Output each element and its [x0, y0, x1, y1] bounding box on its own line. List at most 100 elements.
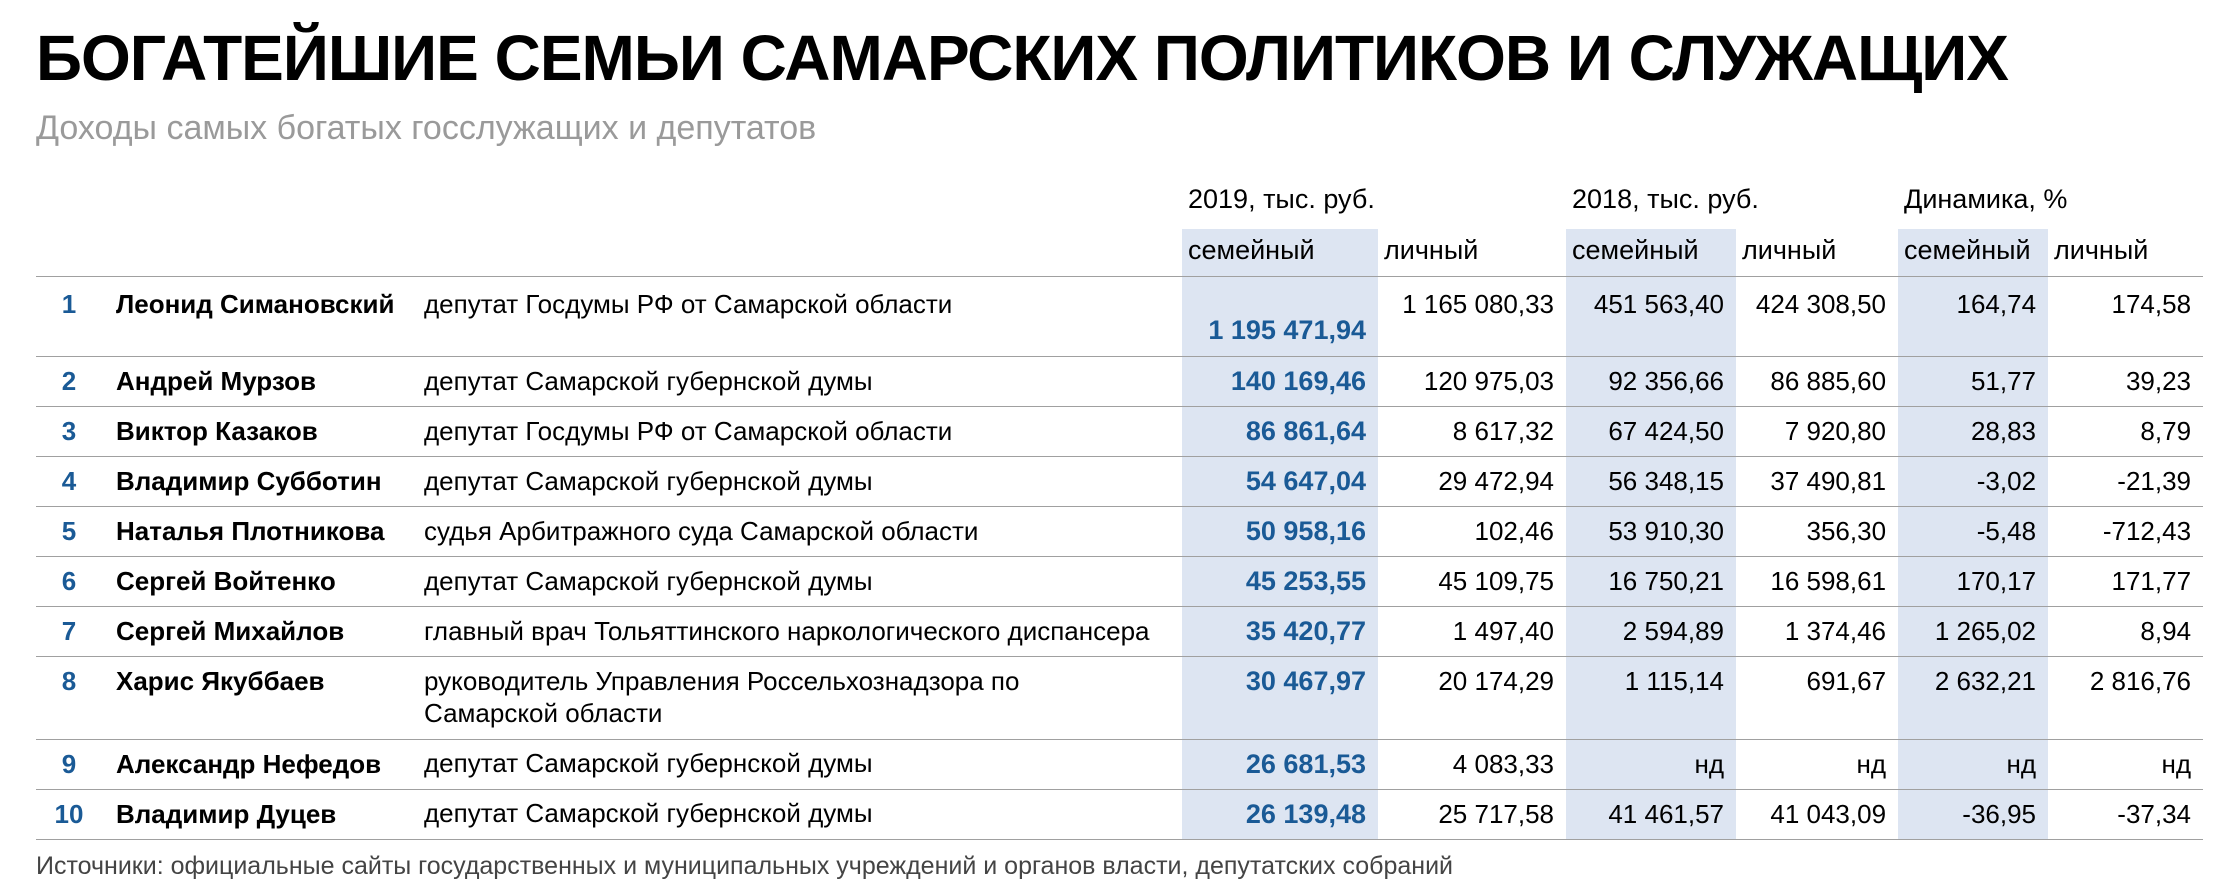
column-group-2019: 2019, тыс. руб.	[1188, 184, 1375, 215]
position-cell: депутат Госдумы РФ от Самарской области	[420, 276, 1182, 358]
personal-dynamics-cell: 174,58	[2048, 276, 2204, 358]
personal-2019-cell: 45 109,75	[1378, 556, 1567, 608]
family-dynamics-cell: 170,17	[1898, 556, 2049, 608]
family-2018-cell: 16 750,21	[1566, 556, 1737, 608]
column-group-row: 2019, тыс. руб. 2018, тыс. руб. Динамика…	[36, 168, 2203, 229]
personal-dynamics-cell: -21,39	[2048, 456, 2204, 508]
family-2019-cell: 50 958,16	[1182, 506, 1378, 558]
table-row: 7 Сергей Михайлов главный врач Тольяттин…	[36, 606, 2204, 658]
rank-cell: 5	[36, 506, 102, 558]
name-cell: Сергей Михайлов	[102, 606, 420, 658]
family-2018-cell: 451 563,40	[1566, 276, 1737, 358]
personal-dynamics-cell: 8,79	[2048, 406, 2204, 458]
table-row: 10 Владимир Дуцев депутат Самарской губе…	[36, 789, 2204, 840]
position-cell: депутат Самарской губернской думы	[420, 556, 1182, 608]
family-dynamics-cell: 164,74	[1898, 276, 2049, 358]
name-cell: Владимир Дуцев	[102, 789, 420, 840]
column-group-2018: 2018, тыс. руб.	[1572, 184, 1759, 215]
personal-2018-cell: 41 043,09	[1736, 789, 1899, 840]
family-2019-cell: 26 681,53	[1182, 739, 1378, 790]
personal-2019-cell: 8 617,32	[1378, 406, 1567, 458]
family-dynamics-cell: 28,83	[1898, 406, 2049, 458]
name-cell: Андрей Мурзов	[102, 356, 420, 408]
subheader-family-dynamics: семейный	[1898, 229, 2049, 278]
family-2018-cell: 53 910,30	[1566, 506, 1737, 558]
name-cell: Виктор Казаков	[102, 406, 420, 458]
position-cell: депутат Самарской губернской думы	[420, 789, 1182, 840]
name-cell: Сергей Войтенко	[102, 556, 420, 608]
family-dynamics-cell: 2 632,21	[1898, 656, 2049, 740]
personal-dynamics-cell: 171,77	[2048, 556, 2204, 608]
table-row: 1 Леонид Симановский депутат Госдумы РФ …	[36, 276, 2204, 358]
rank-cell: 6	[36, 556, 102, 608]
rank-cell: 1	[36, 276, 102, 358]
personal-2018-cell: нд	[1736, 739, 1899, 790]
column-subheader-row: семейный личный семейный личный семейный…	[36, 229, 2204, 278]
family-2018-cell: 67 424,50	[1566, 406, 1737, 458]
table-row: 4 Владимир Субботин депутат Самарской гу…	[36, 456, 2204, 508]
column-group-dynamics: Динамика, %	[1904, 184, 2068, 215]
subheader-row-spacer	[36, 229, 1182, 278]
personal-2019-cell: 20 174,29	[1378, 656, 1567, 740]
table-row: 5 Наталья Плотникова судья Арбитражного …	[36, 506, 2204, 558]
position-cell: судья Арбитражного суда Самарской област…	[420, 506, 1182, 558]
personal-dynamics-cell: 39,23	[2048, 356, 2204, 408]
personal-2019-cell: 29 472,94	[1378, 456, 1567, 508]
personal-2018-cell: 1 374,46	[1736, 606, 1899, 658]
family-2018-cell: нд	[1566, 739, 1737, 790]
personal-dynamics-cell: -37,34	[2048, 789, 2204, 840]
family-2019-cell: 140 169,46	[1182, 356, 1378, 408]
subheader-personal-2019: личный	[1378, 229, 1567, 278]
rank-cell: 4	[36, 456, 102, 508]
subheader-family-2018: семейный	[1566, 229, 1737, 278]
family-2019-cell: 1 195 471,94	[1182, 276, 1378, 358]
table-row: 6 Сергей Войтенко депутат Самарской губе…	[36, 556, 2204, 608]
personal-2018-cell: 424 308,50	[1736, 276, 1899, 358]
table-row: 2 Андрей Мурзов депутат Самарской губерн…	[36, 356, 2204, 408]
personal-2018-cell: 7 920,80	[1736, 406, 1899, 458]
page-title: БОГАТЕЙШИЕ СЕМЬИ САМАРСКИХ ПОЛИТИКОВ И С…	[36, 22, 2009, 94]
subheader-personal-dynamics: личный	[2048, 229, 2204, 278]
personal-2019-cell: 102,46	[1378, 506, 1567, 558]
subheader-family-2019: семейный	[1182, 229, 1378, 278]
table-row: 9 Александр Нефедов депутат Самарской гу…	[36, 739, 2204, 790]
personal-2019-cell: 1 165 080,33	[1378, 276, 1567, 358]
family-dynamics-cell: -5,48	[1898, 506, 2049, 558]
rank-cell: 7	[36, 606, 102, 658]
personal-2019-cell: 25 717,58	[1378, 789, 1567, 840]
family-2018-cell: 2 594,89	[1566, 606, 1737, 658]
income-table: 2019, тыс. руб. 2018, тыс. руб. Динамика…	[36, 168, 2204, 840]
personal-2018-cell: 691,67	[1736, 656, 1899, 740]
family-2019-cell: 26 139,48	[1182, 789, 1378, 840]
table-row: 8 Харис Якуббаев руководитель Управления…	[36, 656, 2204, 740]
family-2018-cell: 41 461,57	[1566, 789, 1737, 840]
position-cell: депутат Госдумы РФ от Самарской области	[420, 406, 1182, 458]
position-cell: депутат Самарской губернской думы	[420, 456, 1182, 508]
personal-dynamics-cell: -712,43	[2048, 506, 2204, 558]
rank-cell: 9	[36, 739, 102, 790]
rank-cell: 3	[36, 406, 102, 458]
personal-2019-cell: 4 083,33	[1378, 739, 1567, 790]
family-dynamics-cell: 51,77	[1898, 356, 2049, 408]
rank-cell: 2	[36, 356, 102, 408]
family-2019-cell: 35 420,77	[1182, 606, 1378, 658]
family-2018-cell: 92 356,66	[1566, 356, 1737, 408]
name-cell: Владимир Субботин	[102, 456, 420, 508]
source-note: Источники: официальные сайты государстве…	[36, 851, 1454, 880]
position-cell: депутат Самарской губернской думы	[420, 356, 1182, 408]
family-2018-cell: 56 348,15	[1566, 456, 1737, 508]
family-dynamics-cell: нд	[1898, 739, 2049, 790]
name-cell: Харис Якуббаев	[102, 656, 420, 740]
position-cell: руководитель Управления Россельхознадзор…	[420, 656, 1182, 740]
group-row-spacer	[36, 168, 1182, 229]
name-cell: Наталья Плотникова	[102, 506, 420, 558]
name-cell: Александр Нефедов	[102, 739, 420, 790]
family-2019-cell: 45 253,55	[1182, 556, 1378, 608]
personal-dynamics-cell: нд	[2048, 739, 2204, 790]
rank-cell: 8	[36, 656, 102, 740]
table-row: 3 Виктор Казаков депутат Госдумы РФ от С…	[36, 406, 2204, 458]
page-subtitle: Доходы самых богатых госслужащих и депут…	[36, 109, 817, 148]
family-2019-cell: 86 861,64	[1182, 406, 1378, 458]
family-2019-cell: 30 467,97	[1182, 656, 1378, 740]
